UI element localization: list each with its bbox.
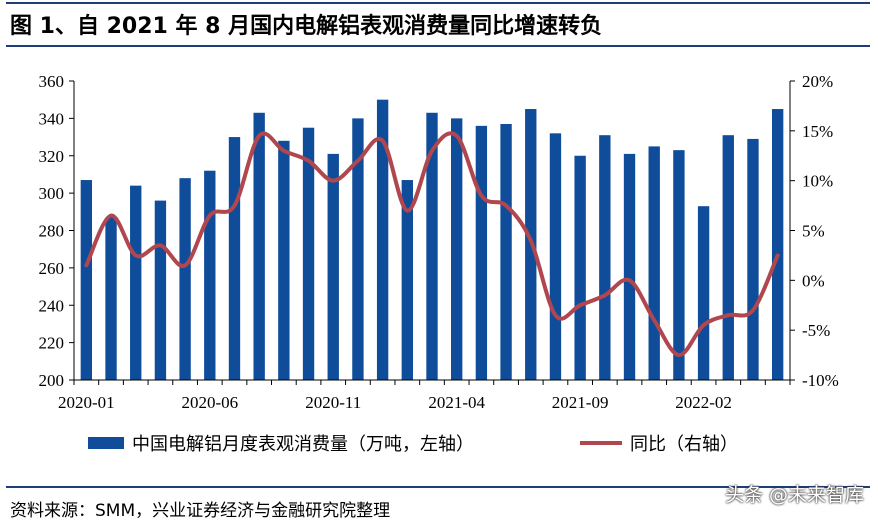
- bar: [697, 206, 710, 380]
- bar: [327, 153, 339, 380]
- bar: [549, 133, 562, 380]
- source-top-rule: [6, 486, 870, 488]
- legend-bar-swatch: [88, 437, 124, 449]
- bar: [105, 217, 117, 380]
- left-tick-label: 340: [39, 109, 65, 128]
- right-tick-label: 0%: [802, 271, 825, 290]
- bar: [475, 125, 488, 380]
- bar: [574, 155, 586, 380]
- x-tick-label: 2021-04: [428, 393, 485, 412]
- bar: [771, 109, 784, 380]
- plot-area: 360 340 320 300 280 260 240 220 200 20% 15% 10% 5% 0%…: [39, 72, 839, 412]
- chart-title: 图 1、自 2021 年 8 月国内电解铝表观消费量同比增速转负: [10, 14, 603, 39]
- bar: [401, 180, 413, 380]
- right-tick-label: -10%: [802, 371, 839, 390]
- bar: [204, 170, 216, 380]
- bar: [179, 178, 191, 380]
- legend-line-label: 同比（右轴）: [630, 434, 738, 455]
- bar: [130, 185, 142, 380]
- bar: [376, 99, 389, 380]
- bar: [722, 135, 734, 380]
- right-tick-label: 5%: [802, 222, 825, 241]
- watermark: 头条 @未来智库: [724, 484, 864, 506]
- left-tick-label: 200: [39, 371, 65, 390]
- right-tick-label: -5%: [802, 321, 830, 340]
- bar: [673, 150, 685, 380]
- left-tick-label: 220: [39, 334, 65, 353]
- x-tick-label: 2022-02: [675, 393, 732, 412]
- bar: [228, 137, 241, 380]
- bar: [302, 127, 315, 380]
- right-tick-label: 15%: [802, 122, 833, 141]
- bar: [154, 200, 167, 380]
- bar: [80, 180, 93, 380]
- right-tick-label: 20%: [802, 72, 833, 91]
- legend-bar-label: 中国电解铝月度表观消费量（万吨，左轴）: [132, 434, 474, 455]
- legend: 中国电解铝月度表观消费量（万吨，左轴） 同比（右轴）: [88, 434, 738, 455]
- left-tick-label: 360: [39, 72, 65, 91]
- bar: [352, 118, 364, 380]
- right-tick-label: 10%: [802, 172, 833, 191]
- left-tick-label: 320: [39, 147, 65, 166]
- bar: [500, 123, 512, 380]
- left-tick-label: 260: [39, 259, 65, 278]
- bar: [426, 112, 438, 381]
- bar: [278, 140, 290, 380]
- x-tick-label: 2021-09: [552, 393, 609, 412]
- bar: [623, 153, 636, 380]
- title-top-rule: [6, 2, 870, 4]
- x-tick-label: 2020-01: [58, 393, 115, 412]
- left-tick-label: 300: [39, 184, 65, 203]
- bar: [648, 146, 660, 380]
- source-note: 资料来源：SMM，兴业证券经济与金融研究院整理: [10, 501, 391, 521]
- bar: [599, 135, 611, 380]
- chart-canvas: 360 340 320 300 280 260 240 220 200 20% 15% 10% 5% 0%…: [39, 72, 839, 455]
- bar: [747, 138, 759, 380]
- title-bottom-rule: [6, 45, 870, 47]
- left-tick-label: 280: [39, 222, 65, 241]
- yoy-line: [84, 131, 780, 358]
- left-tick-label: 240: [39, 296, 65, 315]
- bar: [253, 112, 265, 381]
- x-tick-label: 2020-06: [181, 393, 238, 412]
- x-tick-label: 2020-11: [305, 393, 361, 412]
- bar: [451, 118, 463, 380]
